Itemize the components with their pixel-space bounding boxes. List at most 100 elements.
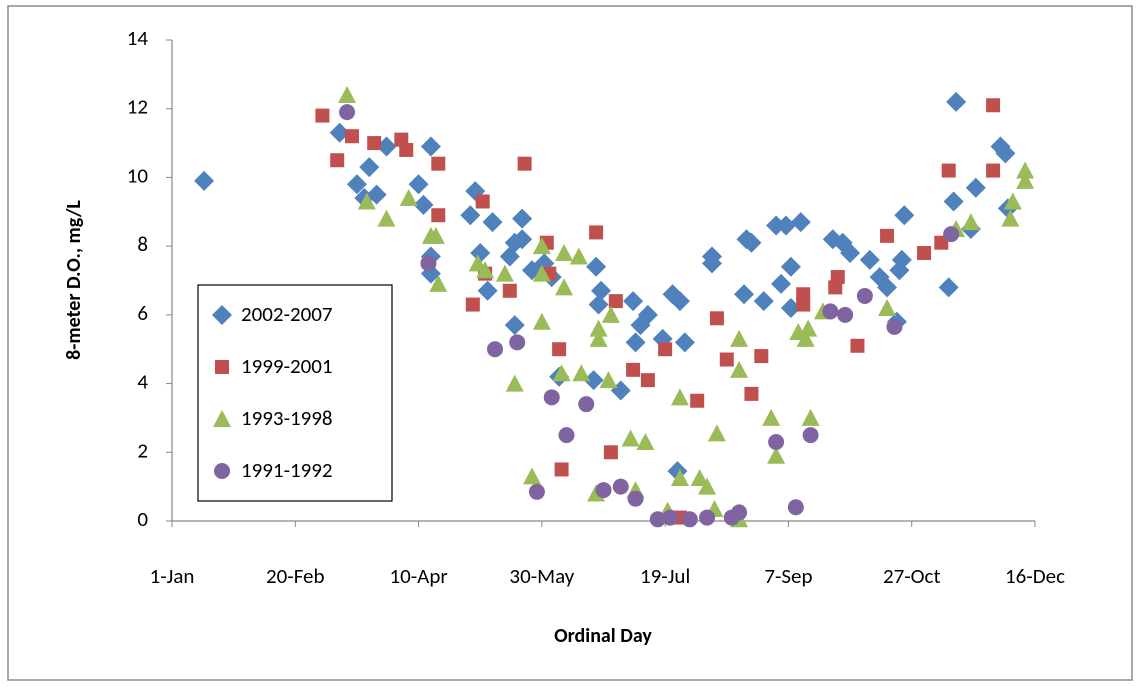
data-point: [578, 396, 595, 413]
y-axis-title: 8-meter D.O., mg/L: [62, 200, 86, 360]
x-tick-label: 7-Sep: [764, 563, 812, 589]
data-point: [965, 177, 986, 198]
legend-marker: [215, 360, 229, 374]
data-point: [698, 477, 717, 495]
data-point: [995, 143, 1016, 164]
data-point: [669, 291, 690, 312]
data-point: [830, 270, 845, 285]
x-tick-label: 30-May: [509, 563, 574, 589]
data-point: [426, 226, 445, 244]
data-point: [623, 291, 644, 312]
data-point: [744, 386, 759, 401]
data-point: [475, 194, 490, 209]
y-tick-label: 8: [137, 231, 148, 257]
x-tick-label: 16-Dec: [1005, 563, 1065, 589]
data-point: [344, 129, 359, 144]
data-point: [588, 294, 609, 315]
data-point: [719, 352, 734, 367]
data-point: [1016, 171, 1035, 189]
data-point: [431, 208, 446, 223]
series: [315, 98, 1001, 525]
data-point: [330, 153, 345, 168]
data-point: [690, 393, 705, 408]
data-point: [943, 191, 964, 212]
x-tick-label: 27-Oct: [883, 563, 941, 589]
data-point: [509, 334, 526, 351]
data-point: [512, 229, 533, 250]
data-point: [787, 499, 804, 516]
data-point: [674, 332, 695, 353]
data-point: [528, 483, 545, 500]
data-point: [315, 108, 330, 123]
data-point: [429, 274, 448, 292]
data-point: [504, 315, 525, 336]
data-point: [465, 297, 480, 312]
data-point: [408, 174, 429, 195]
data-point: [730, 360, 749, 378]
data-point: [822, 303, 839, 320]
data-point: [780, 256, 801, 277]
data-point: [522, 467, 541, 485]
x-tick-label: 10-Apr: [389, 563, 447, 589]
legend-marker: [212, 305, 232, 325]
data-point: [554, 462, 569, 477]
data-point: [552, 364, 571, 382]
data-point: [589, 319, 608, 337]
data-point: [413, 194, 434, 215]
data-point: [1016, 161, 1035, 179]
data-point: [880, 228, 895, 243]
data-point: [487, 341, 504, 358]
data-point: [591, 280, 612, 301]
data-point: [470, 243, 491, 264]
data-point: [636, 432, 655, 450]
data-point: [357, 192, 376, 210]
data-point: [690, 469, 709, 487]
data-point: [558, 427, 575, 444]
data-point: [753, 291, 774, 312]
data-point: [878, 298, 897, 316]
legend-marker: [214, 463, 230, 479]
data-point: [346, 174, 367, 195]
data-point: [621, 429, 640, 447]
legend-label: 1993-1998: [241, 405, 333, 431]
data-point: [329, 122, 350, 143]
data-point: [859, 249, 880, 270]
data-point: [961, 213, 980, 231]
y-tick-label: 2: [137, 437, 148, 463]
data-point: [730, 329, 749, 347]
data-point: [399, 189, 418, 207]
data-point: [938, 277, 959, 298]
data-point: [662, 509, 679, 526]
data-point: [699, 509, 716, 526]
data-point: [589, 225, 604, 240]
data-point: [856, 287, 873, 304]
data-point: [707, 424, 726, 442]
data-point: [734, 284, 755, 305]
data-point: [338, 85, 357, 103]
data-point: [583, 370, 604, 391]
data-point: [796, 297, 811, 312]
x-tick-label: 19-Jul: [640, 563, 690, 589]
chart-border: [7, 5, 1133, 681]
data-point: [194, 170, 215, 191]
data-point: [1001, 209, 1020, 227]
data-point: [569, 247, 588, 265]
data-point: [658, 342, 673, 357]
data-point: [709, 311, 724, 326]
data-point: [626, 362, 641, 377]
data-point: [701, 246, 722, 267]
data-point: [649, 511, 666, 528]
data-point: [420, 255, 437, 272]
data-point: [376, 136, 397, 157]
data-point: [543, 389, 560, 406]
data-point: [589, 329, 608, 347]
y-tick-label: 4: [137, 369, 148, 395]
data-point: [499, 246, 520, 267]
data-point: [482, 212, 503, 233]
data-point: [640, 373, 655, 388]
data-point: [946, 91, 967, 112]
data-point: [799, 319, 818, 337]
data-point: [532, 312, 551, 330]
data-point: [377, 209, 396, 227]
data-point: [339, 104, 356, 121]
